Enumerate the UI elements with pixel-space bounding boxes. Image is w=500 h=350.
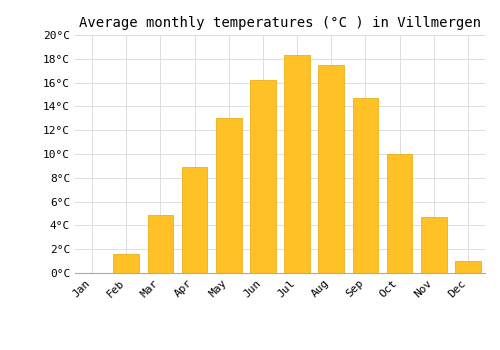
Bar <box>455 261 480 273</box>
Bar <box>318 65 344 273</box>
Bar <box>216 118 242 273</box>
Bar <box>284 55 310 273</box>
Bar <box>182 167 208 273</box>
Title: Average monthly temperatures (°C ) in Villmergen: Average monthly temperatures (°C ) in Vi… <box>79 16 481 30</box>
Bar <box>421 217 446 273</box>
Bar <box>387 154 412 273</box>
Bar <box>148 215 173 273</box>
Bar <box>250 80 276 273</box>
Bar <box>352 98 378 273</box>
Bar <box>114 254 139 273</box>
